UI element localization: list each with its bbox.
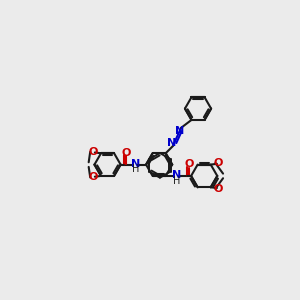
Text: N: N [167,138,176,148]
Text: O: O [88,147,98,157]
Text: O: O [184,159,194,170]
Text: H: H [132,164,139,174]
Text: O: O [88,172,98,182]
Text: O: O [214,158,223,168]
Text: N: N [175,126,184,136]
Text: H: H [173,176,180,185]
Text: O: O [121,148,131,158]
Text: O: O [214,184,223,194]
Text: N: N [172,170,181,180]
Text: N: N [130,159,140,169]
